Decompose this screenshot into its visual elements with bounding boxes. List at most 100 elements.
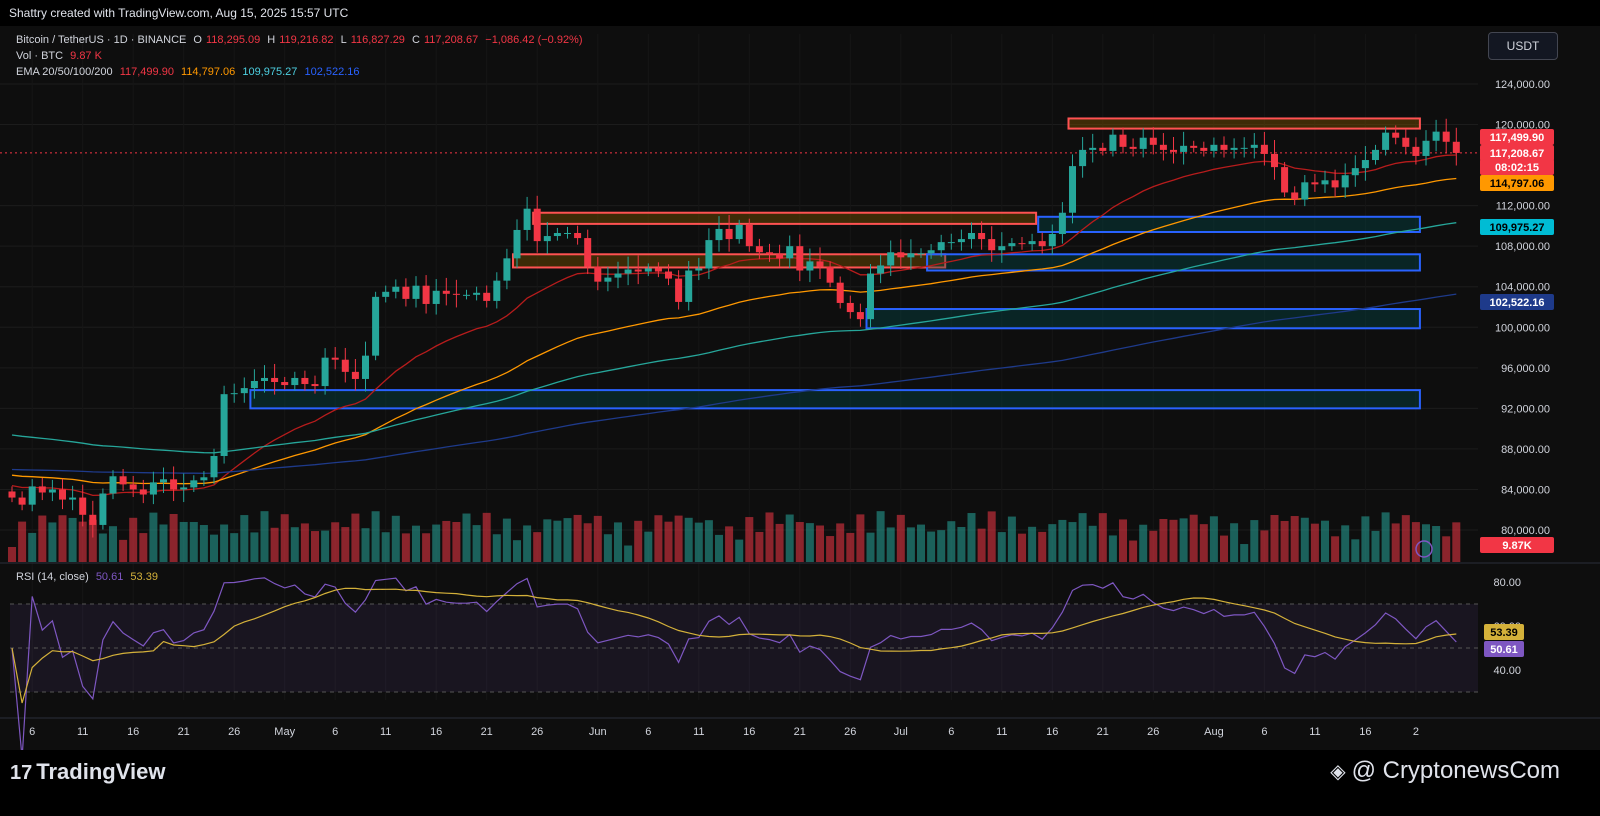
x-tick-label: 11 (693, 726, 704, 738)
x-tick-label: 21 (794, 726, 806, 738)
candle (341, 359, 349, 372)
candle (28, 486, 36, 505)
volume-bar (270, 527, 279, 562)
volume-bar (1371, 530, 1380, 562)
volume-bar (1169, 519, 1178, 562)
volume-bar (1199, 524, 1208, 562)
candle (1180, 145, 1188, 152)
candle (513, 229, 521, 259)
volume-bar (220, 524, 229, 562)
candle (533, 208, 541, 242)
volume-bar (240, 515, 249, 562)
volume-bar (745, 517, 754, 562)
last-price-badge-bg (1480, 145, 1554, 161)
volume-bar (1129, 540, 1138, 562)
candle (291, 377, 299, 386)
x-tick-label: 11 (380, 726, 391, 738)
volume-bar (704, 520, 713, 562)
volume-bar (664, 521, 673, 562)
volume-bar (715, 534, 723, 562)
x-tick-label: 6 (1261, 726, 1267, 738)
volume-bar (846, 532, 855, 562)
volume-bar (179, 521, 188, 562)
volume-bar (1230, 523, 1239, 562)
volume-bar (866, 532, 875, 562)
symbol-legend: Bitcoin / TetherUS · 1D · BINANCE O 118,2… (16, 34, 587, 46)
candle (897, 252, 905, 258)
x-tick-label: 6 (29, 726, 35, 738)
volume-bar (422, 533, 431, 562)
candle (1028, 241, 1036, 245)
volume-bar (502, 518, 511, 562)
candle (382, 291, 390, 297)
candle (119, 476, 127, 485)
candle (776, 254, 784, 259)
candle (281, 382, 289, 386)
candle (180, 487, 188, 490)
candle (867, 273, 874, 320)
volume-bar (351, 513, 360, 562)
volume-bar (906, 527, 915, 562)
volume-bar (1331, 536, 1340, 562)
candle (1008, 243, 1016, 247)
candle (442, 290, 450, 294)
x-tick-label: 26 (1147, 726, 1159, 738)
ema20-badge-bg (1480, 129, 1554, 145)
candle (1210, 144, 1218, 151)
candle (654, 268, 662, 272)
candle (877, 265, 885, 274)
candle (1149, 137, 1157, 145)
candle (59, 489, 66, 500)
ema100-badge-bg (1480, 219, 1554, 235)
low-label: L (340, 34, 347, 46)
candle (1291, 192, 1299, 200)
volume-bar (58, 515, 67, 562)
volume-bar (553, 520, 562, 562)
candle (978, 233, 986, 240)
candle (432, 290, 440, 304)
volume-bar (109, 526, 117, 562)
price-chart[interactable]: 124,000.00 120,000.00 112,000.00 108,000.00… (0, 26, 1600, 750)
y-tick-label: 104,000.00 (1495, 282, 1550, 294)
candle (846, 302, 854, 313)
volume-bar (381, 532, 390, 562)
volume-bar (947, 521, 956, 562)
candle (38, 486, 46, 493)
lightning-icon[interactable] (1415, 540, 1433, 558)
candle (614, 273, 622, 278)
ema200-badge-bg (1480, 294, 1554, 310)
x-tick-label: May (274, 726, 295, 738)
volume-bar (856, 514, 865, 562)
volume-bar (644, 531, 653, 562)
candle (1200, 147, 1208, 151)
candle (331, 357, 339, 360)
candle (917, 253, 925, 255)
candle (1240, 147, 1248, 149)
volume-bar (1290, 516, 1299, 562)
ema-label: EMA 20/50/100/200 (16, 66, 113, 78)
volume-bar (1038, 531, 1047, 562)
volume-bar (836, 523, 845, 562)
volume-bar (1179, 518, 1188, 562)
volume-bar (260, 511, 269, 562)
candle (79, 497, 87, 515)
candle (483, 292, 491, 301)
volume-bar (48, 522, 57, 562)
y-tick-label: 96,000.00 (1501, 363, 1550, 375)
candle (160, 479, 167, 483)
volume-bar (371, 511, 380, 562)
candle (766, 252, 773, 255)
volume-bar (1119, 519, 1127, 562)
volume-bar (1381, 512, 1390, 562)
volume-bar (1432, 526, 1441, 562)
volume-badge: 9.87K (1502, 540, 1531, 552)
volume-bar (1189, 514, 1198, 562)
volume-bar (735, 539, 744, 562)
volume-bar (129, 517, 138, 562)
candle (1129, 146, 1137, 149)
countdown-badge-bg (1480, 159, 1554, 175)
ema200-value: 102,522.16 (304, 66, 360, 78)
currency-button[interactable]: USDT (1488, 32, 1558, 60)
candle (362, 355, 369, 379)
candle (1331, 180, 1339, 188)
